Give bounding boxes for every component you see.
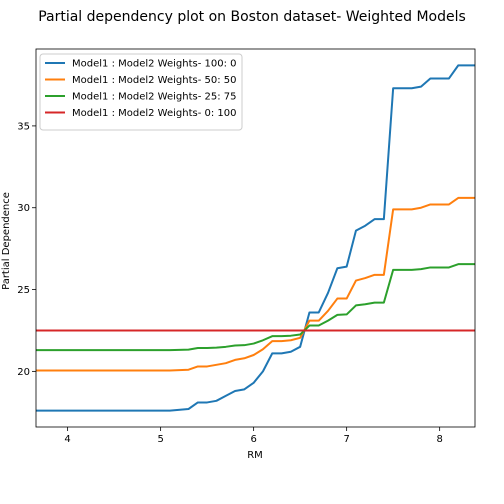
x-axis-label: RM bbox=[247, 450, 263, 461]
x-tick-label: 4 bbox=[64, 434, 70, 445]
y-tick-label: 30 bbox=[17, 203, 30, 214]
chart-title: Partial dependency plot on Boston datase… bbox=[38, 9, 466, 25]
series-line-1 bbox=[36, 64, 475, 412]
plot-area: 4 5 6 7 8 20 25 30 35 bbox=[17, 48, 476, 445]
legend-box bbox=[39, 53, 243, 131]
legend-label-1: Model1 : Model2 Weights- 100: 0 bbox=[72, 59, 237, 70]
x-tick-label: 6 bbox=[250, 434, 256, 445]
y-tick-label: 25 bbox=[17, 285, 30, 296]
y-axis-label: Partial Dependence bbox=[1, 192, 12, 290]
y-tick-label: 35 bbox=[17, 121, 30, 132]
series-line-2 bbox=[36, 196, 475, 372]
x-tick-label: 5 bbox=[157, 434, 163, 445]
legend-label-2: Model1 : Model2 Weights- 50: 50 bbox=[72, 75, 237, 86]
plot-frame bbox=[35, 48, 476, 428]
series-line-3 bbox=[36, 263, 475, 352]
x-tick-label: 8 bbox=[436, 434, 442, 445]
y-tick-label: 20 bbox=[17, 367, 30, 378]
legend-label-3: Model1 : Model2 Weights- 25: 75 bbox=[72, 92, 237, 103]
x-tick-label: 7 bbox=[343, 434, 349, 445]
legend: Model1 : Model2 Weights- 100: 0 Model1 : … bbox=[39, 53, 243, 131]
legend-label-4: Model1 : Model2 Weights- 0: 100 bbox=[72, 108, 237, 119]
